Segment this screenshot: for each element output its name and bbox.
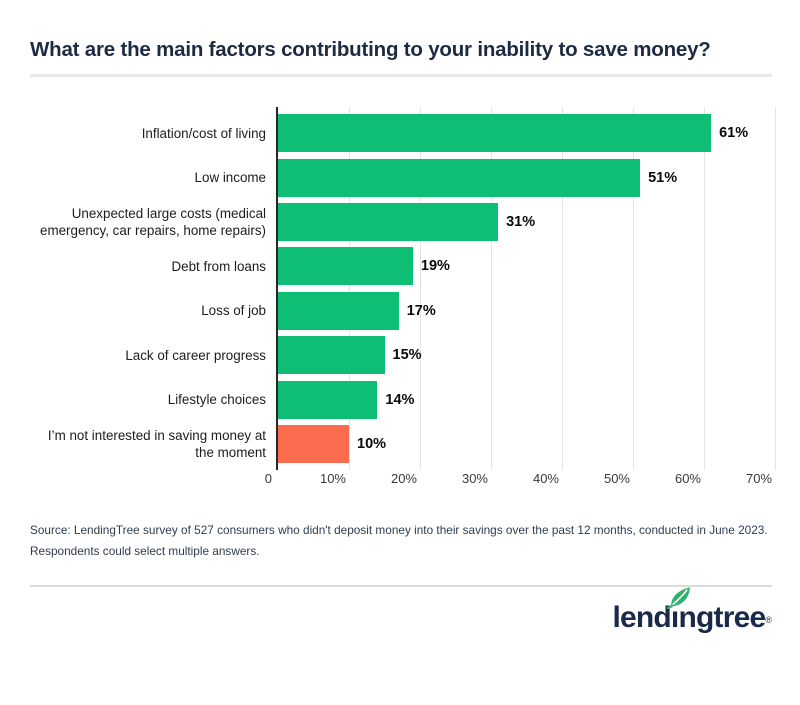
bar-cell: 17% — [278, 291, 775, 330]
gridline — [704, 107, 705, 470]
x-tick-label: 50% — [603, 471, 630, 486]
bar-cell: 19% — [278, 247, 775, 286]
gridline — [491, 107, 492, 470]
source-line-2: Respondents could select multiple answer… — [30, 544, 260, 558]
bar-rows: Inflation/cost of living 61% Low income … — [30, 107, 775, 466]
x-tick-label: 10% — [319, 471, 346, 486]
source-note: Source: LendingTree survey of 527 consum… — [30, 520, 770, 562]
bar — [278, 202, 499, 241]
gridline — [633, 107, 634, 470]
bar — [278, 291, 399, 330]
bar-row: Inflation/cost of living 61% — [30, 111, 775, 155]
value-label: 14% — [385, 391, 415, 408]
x-tick-label: 20% — [390, 471, 417, 486]
value-label: 31% — [506, 213, 536, 230]
bar-row: Lifestyle choices 14% — [30, 377, 775, 421]
plot-area: 0 10% 20% 30% 40% 50% 60% 70% — [265, 107, 776, 486]
category-label: Inflation/cost of living — [141, 125, 266, 141]
category-label: Debt from loans — [171, 258, 266, 274]
footer: lendı ngtree® — [0, 587, 800, 635]
bar — [278, 247, 413, 286]
x-tick-label: 0 — [264, 471, 272, 486]
value-label: 61% — [719, 125, 749, 142]
category-label: Unexpected large costs (medical emergenc… — [40, 205, 266, 238]
category-label: Lack of career progress — [125, 347, 266, 363]
source-line-1: Source: LendingTree survey of 527 consum… — [30, 523, 768, 537]
bar-row: Low income 51% — [30, 155, 775, 199]
gridline — [349, 107, 350, 470]
bar-row: Unexpected large costs (medical emergenc… — [30, 200, 775, 244]
logo-text-post: ngtree — [678, 601, 766, 634]
bar-cell: 14% — [278, 380, 775, 419]
value-label: 17% — [406, 302, 436, 319]
lendingtree-logo: lendı ngtree® — [612, 587, 772, 635]
footer-divider — [30, 585, 772, 587]
category-label: Loss of job — [201, 303, 266, 319]
chart-title: What are the main factors contributing t… — [30, 38, 711, 61]
value-label: 19% — [420, 258, 450, 275]
category-label: I’m not interested in saving money at th… — [47, 427, 266, 460]
leaf-icon — [666, 587, 690, 609]
gridline — [775, 107, 776, 470]
gridline — [420, 107, 421, 470]
bar-cell: 61% — [278, 114, 775, 153]
title-divider — [30, 74, 772, 77]
bar-row: I’m not interested in saving money at th… — [30, 422, 775, 466]
category-label: Lifestyle choices — [167, 392, 266, 408]
bar-cell: 31% — [278, 202, 775, 241]
x-tick-label: 70% — [745, 471, 772, 486]
bar-cell: 51% — [278, 158, 775, 197]
x-tick-label: 40% — [532, 471, 559, 486]
value-label: 15% — [392, 347, 422, 364]
logo-text-pre: lend — [612, 601, 671, 634]
registered-trademark: ® — [765, 615, 772, 625]
bar — [278, 336, 385, 375]
category-label: Low income — [194, 170, 266, 186]
logo-i: ı — [666, 587, 690, 635]
x-tick-label: 60% — [674, 471, 701, 486]
bar-cell: 15% — [278, 336, 775, 375]
bar — [278, 380, 378, 419]
bar-row: Loss of job 17% — [30, 289, 775, 333]
bar — [278, 114, 712, 153]
bar-cell: 10% — [278, 424, 775, 463]
bar-row: Debt from loans 19% — [30, 244, 775, 288]
bar-chart: 0 10% 20% 30% 40% 50% 60% 70% Inflation/cost of… — [30, 107, 776, 486]
bar — [278, 158, 641, 197]
value-label: 51% — [648, 169, 678, 186]
x-tick-label: 30% — [461, 471, 488, 486]
chart-card: What are the main factors contributing t… — [0, 38, 800, 705]
bar-row: Lack of career progress 15% — [30, 333, 775, 377]
gridline — [562, 107, 563, 470]
value-label: 10% — [357, 435, 387, 452]
bar — [278, 424, 349, 463]
